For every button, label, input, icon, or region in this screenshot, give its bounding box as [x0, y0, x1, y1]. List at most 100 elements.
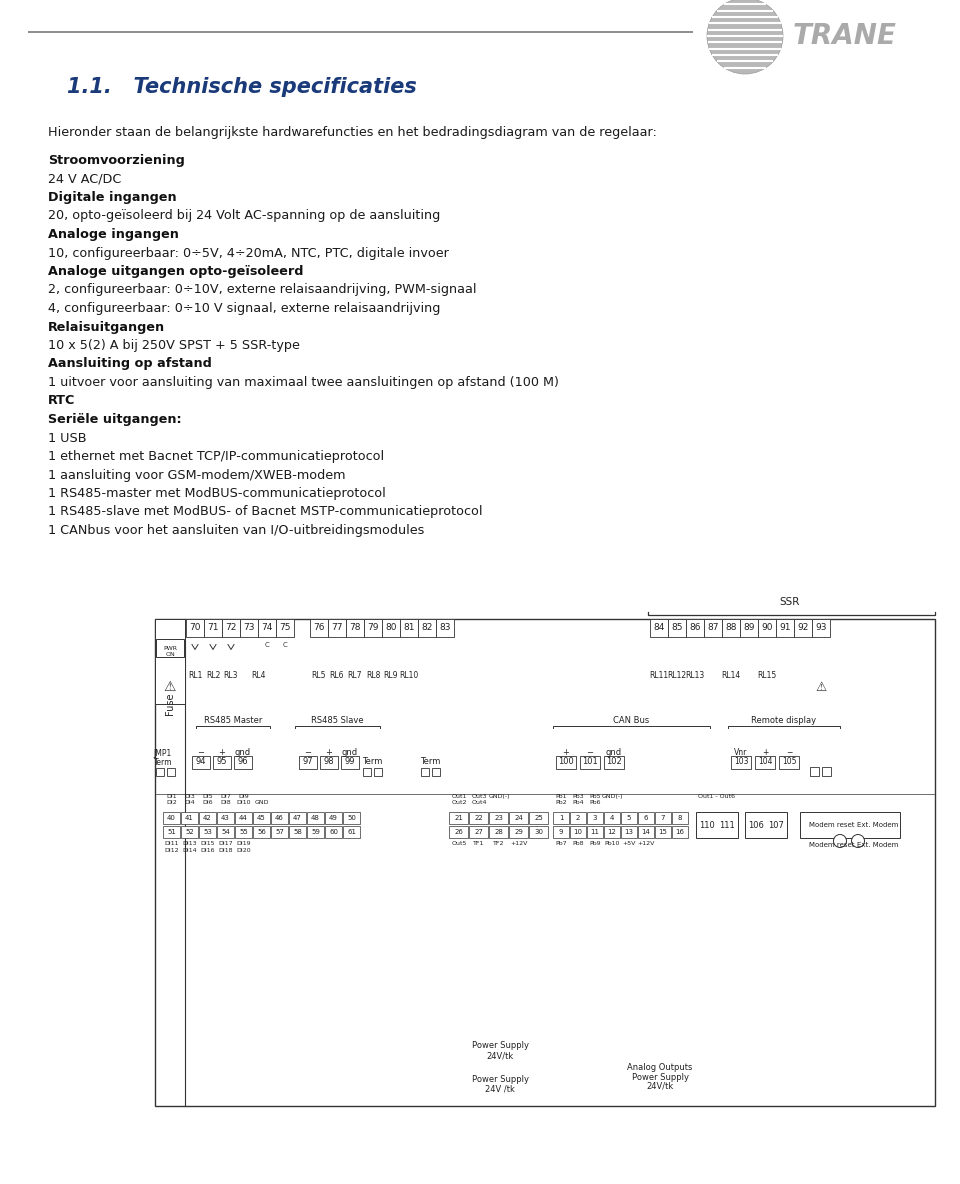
Text: 1 RS485-master met ModBUS-communicatieprotocol: 1 RS485-master met ModBUS-communicatiepr…: [48, 487, 386, 500]
Text: Analog Outputs: Analog Outputs: [627, 1063, 693, 1073]
Text: 46: 46: [276, 815, 284, 821]
Bar: [328, 619, 346, 637]
Text: 1 aansluiting voor GSM-modem/XWEB-modem: 1 aansluiting voor GSM-modem/XWEB-modem: [48, 469, 346, 482]
Bar: [570, 812, 586, 824]
Text: DI17: DI17: [219, 841, 233, 847]
Text: 3: 3: [592, 815, 597, 821]
Text: 82: 82: [421, 624, 433, 632]
Bar: [638, 826, 654, 838]
Bar: [186, 619, 204, 637]
Text: 1 USB: 1 USB: [48, 431, 86, 444]
Bar: [580, 757, 600, 768]
Text: +: +: [762, 748, 768, 757]
Bar: [217, 826, 234, 838]
Text: 21: 21: [454, 815, 463, 821]
Text: RL3: RL3: [224, 671, 238, 680]
Text: 102: 102: [606, 758, 622, 766]
Text: 25: 25: [534, 815, 542, 821]
Text: C: C: [282, 642, 287, 648]
Bar: [587, 826, 603, 838]
Text: 72: 72: [226, 624, 237, 632]
Text: 86: 86: [689, 624, 701, 632]
Bar: [668, 619, 686, 637]
Bar: [156, 768, 164, 776]
Bar: [181, 826, 198, 838]
Text: 101: 101: [582, 758, 598, 766]
Text: 15: 15: [659, 829, 667, 835]
Text: DI10: DI10: [237, 800, 252, 805]
Text: Power Supply: Power Supply: [471, 1075, 529, 1083]
Text: 54: 54: [221, 829, 229, 835]
Text: TRANE: TRANE: [793, 22, 897, 50]
Bar: [310, 619, 328, 637]
Bar: [374, 768, 382, 776]
Ellipse shape: [833, 835, 847, 848]
Text: 1 CANbus voor het aansluiten van I/O-uitbreidingsmodules: 1 CANbus voor het aansluiten van I/O-uit…: [48, 525, 424, 538]
Bar: [604, 812, 620, 824]
Text: 24V/tk: 24V/tk: [487, 1051, 514, 1061]
Text: Aansluiting op afstand: Aansluiting op afstand: [48, 358, 212, 371]
Text: 1 RS485-slave met ModBUS- of Bacnet MSTP-communicatieprotocol: 1 RS485-slave met ModBUS- of Bacnet MSTP…: [48, 506, 483, 519]
Text: RL2: RL2: [205, 671, 220, 680]
Text: 105: 105: [781, 758, 796, 766]
Bar: [155, 619, 185, 704]
Text: RL14: RL14: [721, 671, 740, 680]
Text: 1 ethernet met Bacnet TCP/IP-communicatieprotocol: 1 ethernet met Bacnet TCP/IP-communicati…: [48, 450, 384, 463]
Text: Out2: Out2: [451, 800, 467, 805]
Text: 52: 52: [185, 829, 194, 835]
Text: Pb1: Pb1: [555, 794, 566, 799]
Text: 24 V AC/DC: 24 V AC/DC: [48, 173, 121, 186]
Text: Vnr: Vnr: [734, 748, 748, 757]
Bar: [181, 812, 198, 824]
Text: Modem reset: Modem reset: [809, 842, 854, 848]
Text: GND: GND: [254, 800, 269, 805]
Bar: [155, 619, 935, 1106]
Text: +12V: +12V: [511, 841, 528, 847]
Bar: [341, 757, 359, 768]
Text: RL9: RL9: [384, 671, 398, 680]
Bar: [731, 757, 751, 768]
Bar: [553, 826, 569, 838]
Text: 5: 5: [627, 815, 631, 821]
Text: 45: 45: [257, 815, 266, 821]
Text: 91: 91: [780, 624, 791, 632]
Text: 111: 111: [719, 821, 734, 830]
Text: DI4: DI4: [184, 800, 196, 805]
Text: Ext. Modem: Ext. Modem: [857, 822, 899, 828]
Bar: [672, 812, 688, 824]
Text: RL6: RL6: [329, 671, 345, 680]
Text: RL4: RL4: [251, 671, 265, 680]
Bar: [299, 757, 317, 768]
Bar: [655, 812, 671, 824]
Text: 97: 97: [302, 758, 313, 766]
Bar: [400, 619, 418, 637]
Text: Pb6: Pb6: [589, 800, 601, 805]
Bar: [604, 826, 620, 838]
Bar: [587, 812, 603, 824]
Text: 14: 14: [641, 829, 651, 835]
Text: 50: 50: [348, 815, 356, 821]
Bar: [213, 757, 231, 768]
Text: gnd: gnd: [235, 748, 252, 757]
Text: +: +: [563, 748, 569, 757]
Text: Pb3: Pb3: [572, 794, 584, 799]
Bar: [812, 619, 830, 637]
Text: Out1: Out1: [451, 794, 467, 799]
Text: 81: 81: [403, 624, 415, 632]
Bar: [509, 812, 528, 824]
Bar: [469, 812, 488, 824]
Text: 16: 16: [676, 829, 684, 835]
Text: GND(-): GND(-): [489, 794, 510, 799]
Text: SSR: SSR: [780, 597, 801, 607]
Bar: [650, 619, 668, 637]
Bar: [343, 812, 360, 824]
Text: 98: 98: [324, 758, 334, 766]
Bar: [234, 757, 252, 768]
Text: 29: 29: [514, 829, 523, 835]
Text: 13: 13: [625, 829, 634, 835]
Bar: [745, 812, 787, 838]
Bar: [529, 826, 548, 838]
Text: RL12: RL12: [667, 671, 686, 680]
Bar: [822, 767, 831, 776]
Text: 7: 7: [660, 815, 665, 821]
